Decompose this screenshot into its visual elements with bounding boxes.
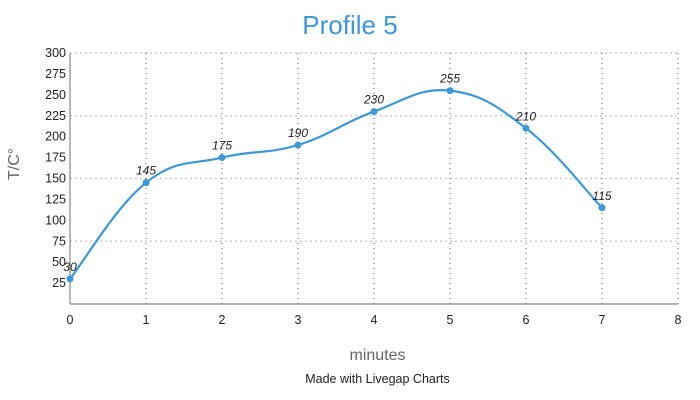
x-tick-label: 0 <box>67 313 74 327</box>
data-point <box>522 124 530 132</box>
x-tick-label: 5 <box>447 313 454 327</box>
chart-title: Profile 5 <box>302 10 398 40</box>
data-point <box>142 179 150 187</box>
y-tick-label: 175 <box>45 151 66 165</box>
y-tick-label: 75 <box>52 234 66 248</box>
y-tick-label: 125 <box>45 192 66 206</box>
data-label: 145 <box>136 164 156 178</box>
x-tick-label: 1 <box>143 313 150 327</box>
y-tick-label: 250 <box>45 88 66 102</box>
data-point <box>370 108 378 116</box>
x-tick-label: 4 <box>371 313 378 327</box>
data-label: 115 <box>592 189 611 203</box>
y-tick-label: 275 <box>45 67 66 81</box>
data-point <box>446 87 454 95</box>
y-tick-label: 25 <box>52 276 66 290</box>
credit-text: Made with Livegap Charts <box>305 372 450 386</box>
data-point <box>294 141 302 149</box>
data-point <box>598 204 606 212</box>
x-tick-label: 7 <box>599 313 606 327</box>
x-tick-label: 3 <box>295 313 302 327</box>
y-tick-label: 200 <box>45 130 66 144</box>
y-tick-label: 225 <box>45 109 66 123</box>
data-label: 175 <box>212 139 232 153</box>
y-tick-label: 50 <box>52 255 66 269</box>
x-tick-label: 2 <box>219 313 226 327</box>
x-tick-label: 6 <box>523 313 530 327</box>
data-label: 255 <box>439 72 460 86</box>
y-tick-label: 150 <box>45 172 66 186</box>
data-point <box>218 154 226 162</box>
x-tick-label: 8 <box>675 313 682 327</box>
data-label: 190 <box>288 126 308 140</box>
x-axis-label: minutes <box>349 347 406 364</box>
y-tick-label: 100 <box>45 213 66 227</box>
data-label: 230 <box>363 93 384 107</box>
data-point <box>66 275 74 283</box>
data-label: 30 <box>63 260 77 274</box>
y-tick-label: 300 <box>45 46 66 60</box>
y-axis-label: T/C° <box>6 147 23 180</box>
data-label: 210 <box>515 109 536 123</box>
